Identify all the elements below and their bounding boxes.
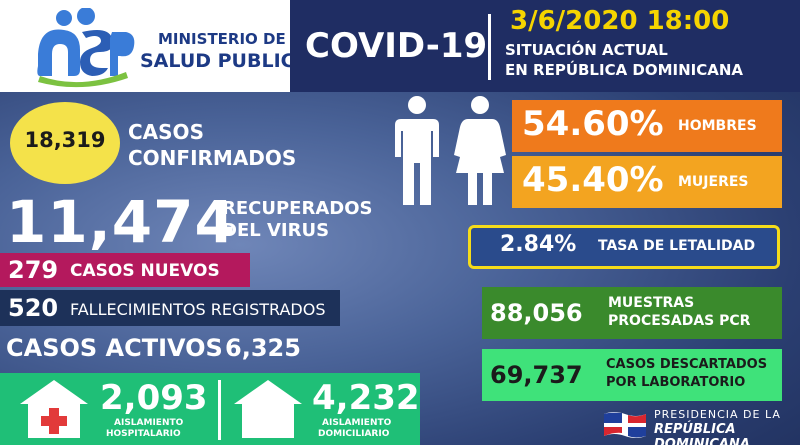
home-isolation-value: 4,232 [312, 378, 420, 418]
confirmed-label-line1: CASOS [128, 120, 204, 144]
man-icon [395, 96, 439, 205]
pcr-label-line1: MUESTRAS [608, 295, 695, 311]
presidencia-line1: PRESIDENCIA DE LA [654, 408, 781, 421]
recovered-value: 11,474 [6, 188, 236, 256]
pcr-label-line2: PROCESADAS PCR [608, 313, 751, 329]
deaths-label: FALLECIMIENTOS REGISTRADOS [70, 300, 326, 319]
presidencia-line2: REPÚBLICA DOMINICANA [654, 422, 750, 445]
msp-logo-icon [37, 8, 135, 88]
deaths-bar [0, 290, 340, 326]
lethality-label: TASA DE LETALIDAD [598, 238, 756, 254]
recovered-label-line1: RECUPERADOS [222, 198, 373, 219]
active-label: CASOS ACTIVOS [6, 334, 223, 362]
discarded-value: 69,737 [490, 361, 583, 389]
recovered-label-line2: DEL VIRUS [222, 220, 330, 241]
header-divider [488, 14, 491, 80]
logo-line1: MINISTERIO DE [158, 30, 286, 48]
men-label: HOMBRES [678, 118, 757, 134]
women-percent: 45.40% [522, 160, 664, 200]
discarded-bar [482, 349, 782, 401]
header-panel [290, 0, 800, 92]
header-title: COVID-19 [305, 26, 488, 66]
house-icon [234, 380, 302, 438]
isolation-divider [218, 380, 221, 440]
confirmed-circle [10, 102, 120, 184]
new-cases-bar [0, 253, 250, 287]
woman-icon [454, 96, 506, 205]
header-datetime: 3/6/2020 18:00 [510, 6, 730, 36]
women-bar [512, 156, 782, 208]
lethality-box [468, 225, 780, 269]
deaths-value: 520 [8, 294, 59, 322]
confirmed-value: 18,319 [24, 128, 106, 152]
pcr-value: 88,056 [490, 299, 583, 327]
new-cases-value: 279 [8, 256, 59, 284]
confirmed-label-line2: CONFIRMADOS [128, 146, 297, 170]
pcr-bar [482, 287, 782, 339]
home-isolation-label-line1: AISLAMIENTO [322, 418, 392, 428]
header-subtitle-line2: EN REPÚBLICA DOMINICANA [505, 61, 744, 79]
discarded-label-line1: CASOS DESCARTADOS [606, 357, 768, 372]
logo-line2: SALUD PUBLICA [140, 50, 310, 72]
lethality-value: 2.84% [500, 232, 577, 257]
men-percent: 54.60% [522, 104, 664, 144]
women-label: MUJERES [678, 174, 749, 190]
header-subtitle-line1: SITUACIÓN ACTUAL [505, 41, 668, 59]
discarded-label-line2: POR LABORATORIO [606, 375, 746, 390]
home-isolation-label-line2: DOMICILIARIO [318, 429, 390, 439]
dominican-flag-icon [604, 412, 646, 438]
hospital-isolation-value: 2,093 [100, 378, 208, 418]
active-value: 6,325 [225, 334, 301, 362]
hospital-isolation-label-line1: AISLAMIENTO [114, 418, 184, 428]
new-cases-label: CASOS NUEVOS [70, 261, 220, 281]
men-bar [512, 100, 782, 152]
hospital-isolation-label-line2: HOSPITALARIO [106, 429, 181, 439]
hospital-house-icon [20, 380, 88, 438]
